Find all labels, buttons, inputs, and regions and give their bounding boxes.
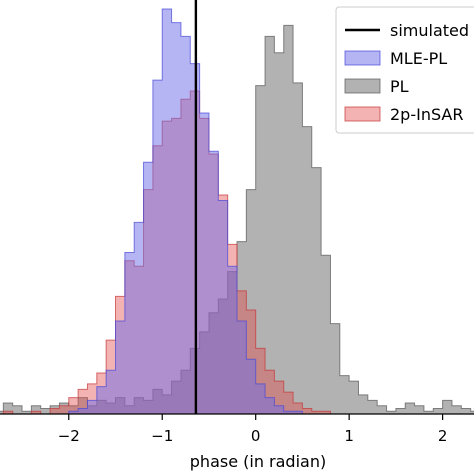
legend-label: 2p-InSAR	[390, 105, 463, 124]
legend-label: PL	[390, 77, 409, 96]
plot-area	[0, 0, 474, 415]
x-axis-label: phase (in radian)	[190, 452, 326, 471]
legend-item-2p-insar: 2p-InSAR	[344, 105, 463, 124]
legend-item-simulated: simulated	[345, 21, 469, 40]
x-tick-label: 2	[438, 427, 448, 445]
x-tick-label: −2	[58, 427, 80, 445]
legend-swatch	[344, 78, 381, 94]
legend-items: simulated MLE-PL PL 2p-InSAR	[344, 21, 469, 124]
x-axis-ticks: −2 −1 0 1 2	[58, 414, 448, 445]
legend-label: MLE-PL	[390, 49, 447, 68]
x-tick-label: −1	[151, 427, 173, 445]
legend-swatch	[344, 106, 381, 122]
legend-item-pl: PL	[344, 77, 409, 96]
legend-frame	[335, 6, 474, 134]
x-tick-label: 1	[344, 427, 354, 445]
legend-label: simulated	[390, 21, 469, 40]
legend: simulated MLE-PL PL 2p-InSAR	[335, 6, 474, 134]
x-tick-label: 0	[251, 427, 261, 445]
legend-item-mle-pl: MLE-PL	[344, 49, 447, 68]
legend-swatch	[344, 50, 381, 66]
